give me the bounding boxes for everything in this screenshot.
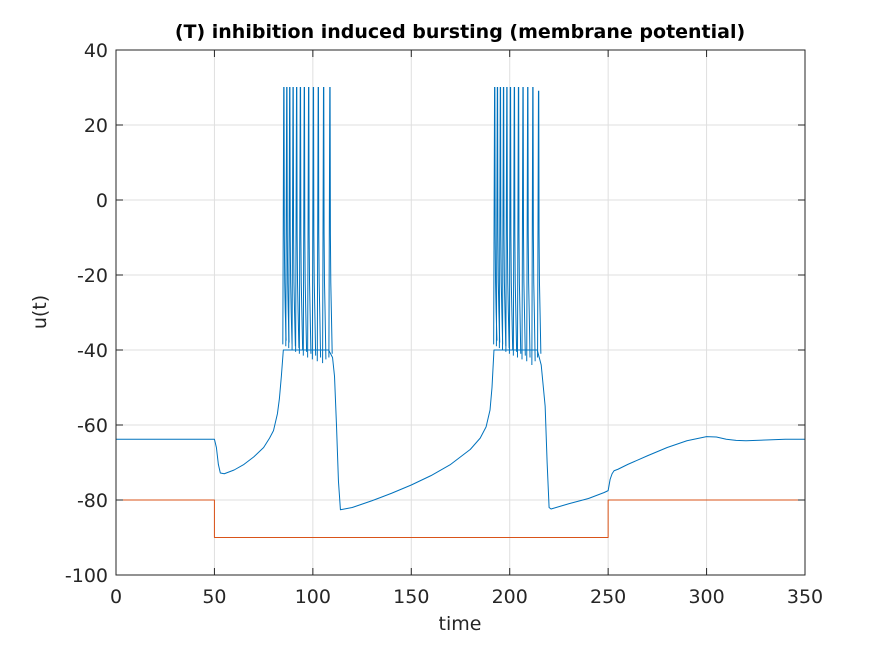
x-tick-label: 100 xyxy=(295,586,331,608)
x-tick-label: 150 xyxy=(393,586,429,608)
spike xyxy=(512,87,518,356)
spike xyxy=(498,87,504,349)
spike xyxy=(302,87,308,356)
y-tick-label: -60 xyxy=(77,415,108,437)
spike xyxy=(526,87,531,362)
spike xyxy=(537,90,542,358)
spike xyxy=(328,87,333,358)
y-tick-label: -80 xyxy=(77,490,108,512)
spike xyxy=(322,87,327,364)
y-tick-label: 40 xyxy=(84,40,108,62)
series-group xyxy=(116,87,805,538)
spike xyxy=(531,87,536,366)
y-axis-label: u(t) xyxy=(29,295,51,329)
spike xyxy=(285,87,290,347)
spike xyxy=(316,87,322,362)
chart-title: (T) inhibition induced bursting (membran… xyxy=(175,21,745,43)
input-current-line xyxy=(116,499,805,538)
y-tick-label: -40 xyxy=(77,340,108,362)
spike xyxy=(295,87,300,352)
spike xyxy=(291,87,296,351)
plot-area xyxy=(116,50,805,575)
x-tick-label: 0 xyxy=(110,586,122,608)
spike xyxy=(311,87,317,360)
spike xyxy=(495,87,501,347)
spike xyxy=(502,87,507,351)
ticks xyxy=(115,49,806,576)
membrane-potential-line xyxy=(116,349,805,511)
x-axis-label: time xyxy=(439,613,482,635)
spike xyxy=(521,87,526,360)
tick-labels: 0 50 100 150 200 250 300 350 -100 -80 -60 -40 -20 0 20… xyxy=(65,40,823,608)
y-tick-label: 0 xyxy=(96,190,108,212)
axes-box xyxy=(115,49,806,576)
spike xyxy=(505,87,510,352)
spike xyxy=(282,87,287,345)
x-tick-label: 50 xyxy=(202,586,226,608)
spike xyxy=(516,87,522,358)
y-tick-label: -20 xyxy=(77,265,108,287)
spike xyxy=(508,87,514,354)
spike xyxy=(298,87,304,354)
x-tick-label: 350 xyxy=(787,586,823,608)
x-tick-label: 300 xyxy=(688,586,724,608)
x-tick-label: 200 xyxy=(492,586,528,608)
y-tick-label: 20 xyxy=(84,115,108,137)
x-tick-label: 250 xyxy=(590,586,626,608)
y-tick-label: -100 xyxy=(65,565,108,587)
spike xyxy=(307,87,312,358)
spike xyxy=(288,87,293,349)
